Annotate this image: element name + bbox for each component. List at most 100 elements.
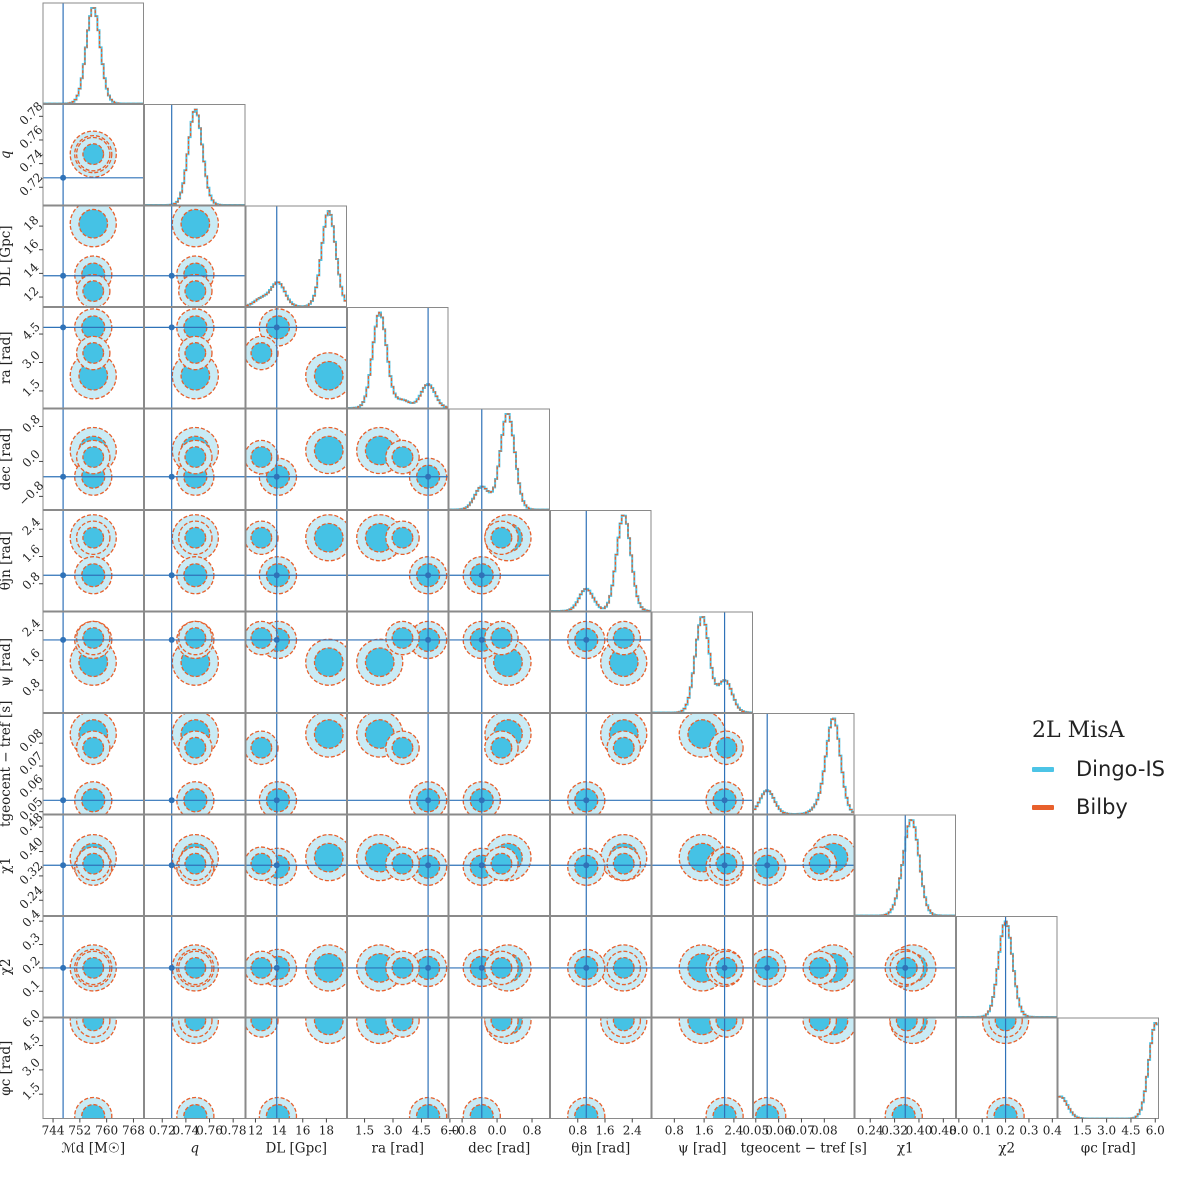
y-tick-label: 0.4 xyxy=(19,906,43,930)
truth-point xyxy=(60,324,67,331)
panel-content xyxy=(43,916,144,1017)
panel-frame xyxy=(144,1017,246,1119)
panel-chi2-q xyxy=(144,916,246,1018)
x-tick-label: 760 xyxy=(95,1124,118,1138)
x-tick-label: 0.0 xyxy=(949,1124,968,1138)
panel-frame xyxy=(347,510,449,612)
contour-inner-mode-2 xyxy=(250,852,273,875)
panel-content xyxy=(956,916,1057,1017)
panel-frame xyxy=(42,205,144,307)
panel-theta_jn-q xyxy=(144,510,246,612)
truth-point xyxy=(583,964,590,971)
x-tick-label: 6.0 xyxy=(1146,1124,1165,1138)
x-tick-label: 0.78 xyxy=(220,1124,247,1138)
panel-frame xyxy=(651,916,753,1018)
x-tick-label: 0.08 xyxy=(811,1124,838,1138)
contour-inner-mode-2 xyxy=(82,143,105,166)
panel-content xyxy=(753,713,854,814)
panel-frame xyxy=(245,916,347,1018)
y-tick-label: 6.0 xyxy=(19,1007,42,1030)
y-axis-label-chi2: χ2 xyxy=(0,958,14,975)
contour-inner-mode-2 xyxy=(82,736,105,759)
histogram-bilby xyxy=(753,717,854,814)
histogram-bilby xyxy=(347,311,448,408)
truth-point xyxy=(721,797,728,804)
panel-frame xyxy=(651,814,753,916)
panel-theta_jn-dec xyxy=(448,510,550,612)
x-axis-label-DL: DL [Gpc] xyxy=(265,1141,327,1157)
panel-frame xyxy=(144,713,246,815)
y-tick-label: 4.5 xyxy=(19,1031,42,1054)
x-tick-label: 16 xyxy=(295,1124,310,1138)
histogram-dingo xyxy=(1058,1022,1159,1119)
truth-point xyxy=(764,964,771,971)
panel-content xyxy=(652,815,753,916)
panel-frame xyxy=(448,713,550,815)
contour-inner-mode-2 xyxy=(391,736,414,759)
contour-inner-mode-2 xyxy=(82,526,105,549)
panel-frame xyxy=(245,611,347,713)
x-tick-label: 0.4 xyxy=(1043,1124,1062,1138)
panel-tc-theta_jn xyxy=(550,713,652,815)
contour-inner-mode-1 xyxy=(183,1103,208,1119)
panel-frame xyxy=(42,916,144,1018)
panel-frame xyxy=(448,1017,550,1119)
panel-content xyxy=(1058,1022,1159,1119)
panel-frame xyxy=(144,408,246,510)
contour-inner-mode-2 xyxy=(490,526,513,549)
panel-chi1-ra xyxy=(347,814,449,916)
contour-inner-mode-2 xyxy=(82,852,105,875)
x-tick-label: 768 xyxy=(122,1124,145,1138)
x-tick-label: 1.5 xyxy=(355,1124,374,1138)
panel-frame xyxy=(144,104,246,206)
contour-inner-mode-1 xyxy=(81,1103,106,1119)
x-tick-label: 2.4 xyxy=(724,1124,743,1138)
x-tick-label: 0.0 xyxy=(488,1124,507,1138)
contour-inner-mode-2 xyxy=(184,852,207,875)
contour-inner-mode-0 xyxy=(313,360,344,391)
contour-inner-mode-2 xyxy=(184,627,207,650)
truth-point xyxy=(273,324,280,331)
panel-q-Md: 0.720.740.760.78 q xyxy=(0,99,144,206)
panel-chi2-Md: 0.10.20.30.4 χ2 xyxy=(0,906,144,1018)
histogram-dingo xyxy=(753,717,854,814)
panel-ra-ra xyxy=(347,307,449,409)
panel-DL-DL xyxy=(245,205,347,307)
panel-frame xyxy=(245,814,347,916)
y-tick-label: 18 xyxy=(21,213,42,234)
panel-content xyxy=(884,1018,937,1119)
panel-phi_c-psi: 0.8 1.6 2.4 ψ [rad] xyxy=(651,1017,753,1157)
panel-content xyxy=(43,307,144,408)
histogram-bilby xyxy=(144,108,245,205)
contour-inner-mode-0 xyxy=(313,719,344,749)
panel-phi_c-chi2: 0.0 0.1 0.2 0.3 0.4 χ2 xyxy=(949,1017,1062,1157)
panel-content xyxy=(144,612,245,713)
contour-inner-mode-2 xyxy=(808,1018,831,1032)
panel-frame xyxy=(550,1017,652,1119)
x-tick-label: 1.6 xyxy=(695,1124,714,1138)
y-tick-label: 2.4 xyxy=(19,514,43,538)
truth-point xyxy=(425,473,432,480)
x-tick-label: 1.5 xyxy=(1073,1124,1092,1138)
y-axis-label-phi_c: φc [rad] xyxy=(0,1041,14,1096)
panel-theta_jn-ra xyxy=(347,510,449,612)
panel-content xyxy=(449,510,550,611)
histogram-dingo xyxy=(449,413,550,510)
panel-frame xyxy=(753,713,855,815)
panel-chi2-dec xyxy=(448,916,550,1018)
truth-point xyxy=(273,572,280,579)
y-tick-label: 0.78 xyxy=(17,99,46,128)
truth-point xyxy=(60,964,67,971)
contour-inner-mode-2 xyxy=(82,1018,105,1032)
y-tick-label: 0.32 xyxy=(17,859,46,888)
panel-content xyxy=(43,815,144,916)
panel-phi_c-dec: −0.8 0.0 0.8 dec [rad] xyxy=(448,1017,550,1157)
contour-inner-mode-2 xyxy=(808,852,831,875)
x-tick-label: 0.3 xyxy=(1019,1124,1038,1138)
contour-inner-mode-2 xyxy=(612,1018,635,1032)
truth-point xyxy=(60,272,67,279)
contour-inner-mode-2 xyxy=(490,852,513,875)
panel-frame xyxy=(42,307,144,409)
y-tick-label: 1.6 xyxy=(19,646,42,669)
truth-point xyxy=(60,797,67,804)
